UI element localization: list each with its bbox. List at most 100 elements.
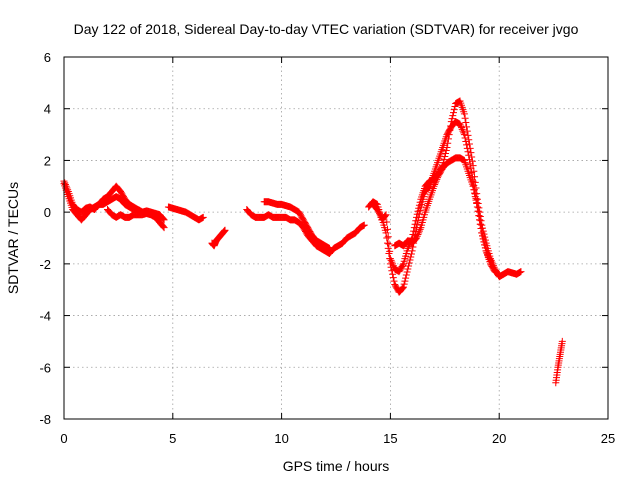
- data-point: [405, 262, 413, 270]
- data-point: [387, 263, 395, 271]
- y-tick-label: -4: [39, 309, 51, 324]
- data-point: [390, 277, 398, 285]
- data-point: [413, 232, 421, 240]
- data-point: [467, 164, 475, 172]
- data-point: [458, 125, 466, 133]
- data-point: [430, 182, 438, 190]
- x-tick-label: 0: [60, 431, 67, 446]
- data-point: [382, 229, 390, 237]
- data-point: [402, 271, 410, 279]
- data-point: [384, 233, 392, 241]
- data-point: [473, 200, 481, 208]
- data-point: [385, 250, 393, 258]
- y-tick-label: -8: [39, 412, 51, 427]
- data-point: [477, 217, 485, 225]
- data-point: [473, 203, 481, 211]
- data-point: [159, 214, 167, 222]
- data-point: [159, 223, 167, 231]
- data-point: [360, 221, 368, 229]
- data-point: [478, 229, 486, 237]
- data-point: [404, 244, 412, 252]
- x-tick-label: 10: [274, 431, 288, 446]
- data-point: [431, 179, 439, 187]
- data-point: [462, 137, 470, 145]
- data-point: [386, 255, 394, 263]
- data-point: [156, 213, 164, 221]
- series-track1: [60, 177, 168, 232]
- axis-ticks: 0 5 10 15 20 25 -8 -6 -4 -2 0 2 4 6: [39, 50, 615, 446]
- data-point: [399, 284, 407, 292]
- data-point: [461, 134, 469, 142]
- data-point: [416, 225, 424, 233]
- data-point: [387, 256, 395, 264]
- data-point: [481, 244, 489, 252]
- data-point: [481, 241, 489, 249]
- data-point: [448, 115, 456, 123]
- data-point: [432, 177, 440, 185]
- data-point: [401, 277, 409, 285]
- y-tick-label: 4: [44, 102, 51, 117]
- data-point: [408, 247, 416, 255]
- data-point: [471, 193, 479, 201]
- data-point: [466, 160, 474, 168]
- data-point: [484, 252, 492, 260]
- data-point: [413, 234, 421, 242]
- y-tick-label: 6: [44, 50, 51, 65]
- data-point: [465, 136, 473, 144]
- data-point: [414, 217, 422, 225]
- data-point: [463, 144, 471, 152]
- data-point: [402, 274, 410, 282]
- data-point: [484, 250, 492, 258]
- data-point: [450, 109, 458, 117]
- data-point: [407, 253, 415, 261]
- data-point: [475, 204, 483, 212]
- data-point: [399, 283, 407, 291]
- data-point: [495, 270, 503, 278]
- x-tick-label: 15: [383, 431, 397, 446]
- data-point: [159, 215, 167, 223]
- data-point: [434, 174, 442, 182]
- data-point: [199, 213, 207, 221]
- data-point: [383, 239, 391, 247]
- y-tick-label: 0: [44, 205, 51, 220]
- data-point: [440, 156, 448, 164]
- data-point: [398, 285, 406, 293]
- data-point: [221, 226, 229, 234]
- data-point: [160, 216, 168, 224]
- y-tick-label: -2: [39, 257, 51, 272]
- data-point: [517, 268, 525, 276]
- data-point: [415, 229, 423, 237]
- x-tick-label: 25: [601, 431, 615, 446]
- data-point: [433, 175, 441, 183]
- data-point: [451, 103, 459, 111]
- data-point: [450, 106, 458, 114]
- data-point: [460, 131, 468, 139]
- data-point: [470, 186, 478, 194]
- data-point: [449, 112, 457, 120]
- grid: [64, 57, 608, 419]
- data-point: [471, 189, 479, 197]
- data-point: [465, 140, 473, 148]
- data-point: [457, 122, 465, 130]
- plot-frame: [63, 56, 609, 420]
- data-point: [442, 147, 450, 155]
- data-point: [480, 238, 488, 246]
- data-point: [479, 235, 487, 243]
- y-tick-label: -6: [39, 360, 51, 375]
- data-point: [460, 129, 468, 137]
- data-point: [385, 240, 393, 248]
- data-point: [399, 261, 407, 269]
- data-point: [459, 127, 467, 135]
- data-point: [476, 212, 484, 220]
- series-track3: [104, 206, 164, 221]
- x-axis-label: GPS time / hours: [283, 458, 390, 474]
- data-point: [474, 207, 482, 215]
- data-point: [464, 148, 472, 156]
- data-point: [388, 267, 396, 275]
- data-point: [486, 256, 494, 264]
- data-point: [389, 270, 397, 278]
- data-point: [465, 151, 473, 159]
- data-point: [463, 141, 471, 149]
- data-point: [405, 259, 413, 267]
